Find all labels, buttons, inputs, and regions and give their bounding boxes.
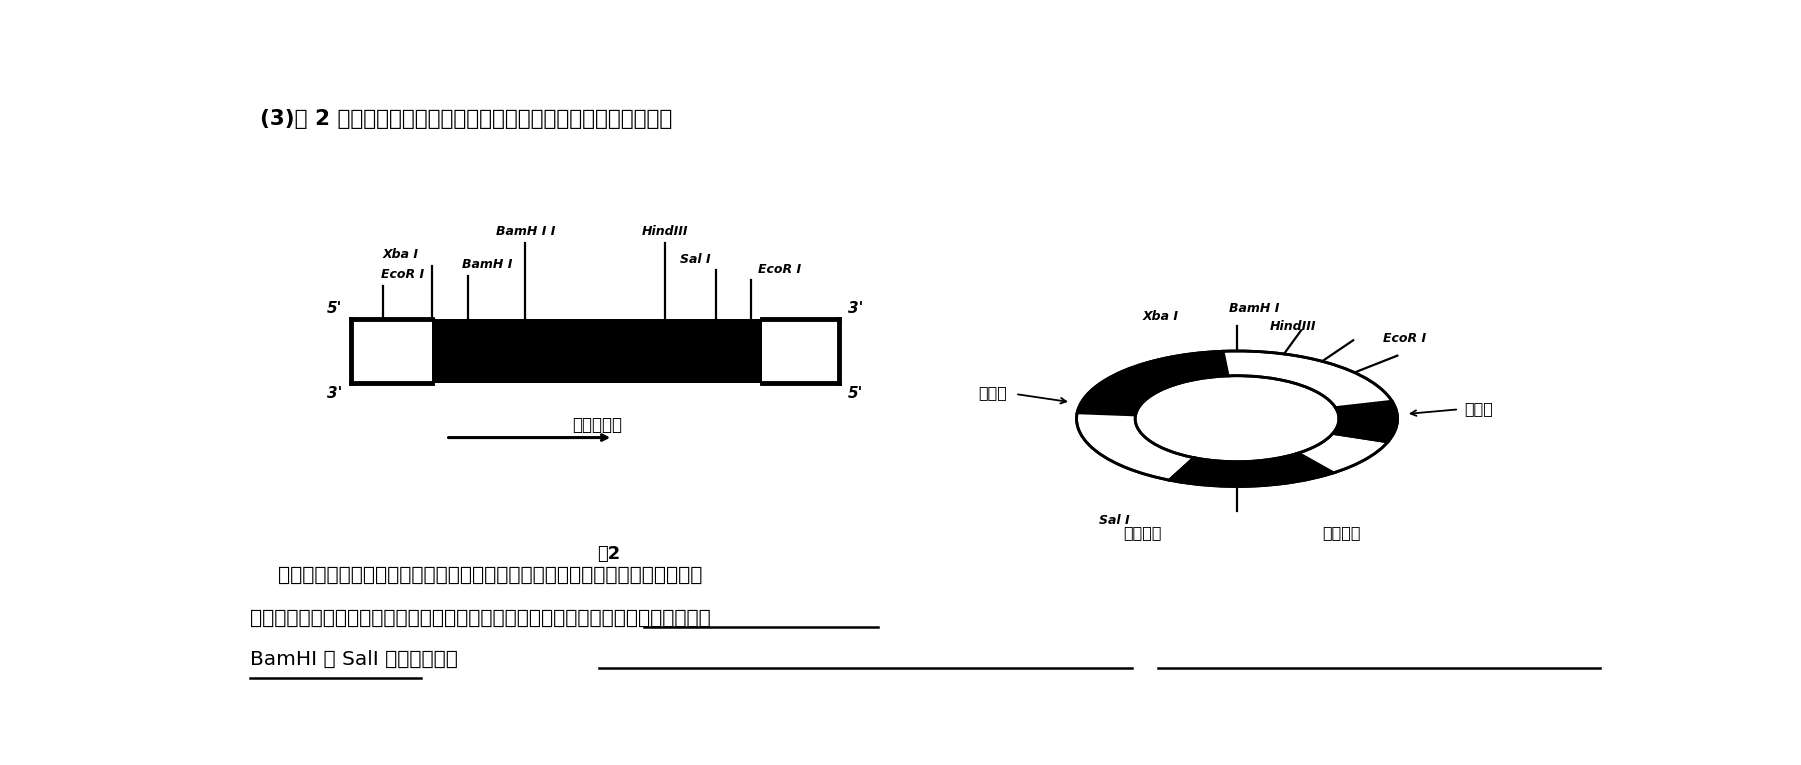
Text: 5': 5' <box>848 386 863 401</box>
Text: 的方向正确，最好选用限制酶＿＿＿＿＿切割目的基因和载体．选用的两种酶中不包含: 的方向正确，最好选用限制酶＿＿＿＿＿切割目的基因和载体．选用的两种酶中不包含 <box>250 609 711 628</box>
Text: EcoR I: EcoR I <box>1383 331 1426 344</box>
Text: BamHⅠ 和 SalⅠ ，原因分别为: BamHⅠ 和 SalⅠ ，原因分别为 <box>250 650 457 669</box>
Text: HindIII: HindIII <box>1270 320 1317 333</box>
Text: EcoR I: EcoR I <box>758 262 801 275</box>
Text: 图2: 图2 <box>598 545 621 563</box>
Text: BamH I: BamH I <box>1228 302 1279 315</box>
Wedge shape <box>1169 453 1335 487</box>
Text: 终止子: 终止子 <box>1464 401 1493 415</box>
Text: 3': 3' <box>848 301 863 316</box>
Wedge shape <box>1077 351 1228 415</box>
Wedge shape <box>1333 418 1398 442</box>
Text: EcoR I: EcoR I <box>380 269 423 282</box>
Text: Sal I: Sal I <box>1099 513 1129 526</box>
Bar <box>432 318 762 383</box>
Text: 自动子: 自动子 <box>978 385 1007 400</box>
Text: Xba I: Xba I <box>384 248 420 261</box>
Wedge shape <box>1299 434 1389 473</box>
Text: Xba I: Xba I <box>1142 311 1178 324</box>
Text: 5': 5' <box>328 301 342 316</box>
Text: 3': 3' <box>328 386 342 401</box>
Wedge shape <box>1336 401 1398 418</box>
Text: 复制原点: 复制原点 <box>1322 525 1362 540</box>
Wedge shape <box>1223 351 1392 408</box>
Text: 胰岛素基因: 胰岛素基因 <box>573 416 621 434</box>
Text: Sal I: Sal I <box>681 252 711 265</box>
Text: 获取目的基因后．若要在成功构建重组表达载体的同时确保目的基因插入载体中: 获取目的基因后．若要在成功构建重组表达载体的同时确保目的基因插入载体中 <box>277 566 702 585</box>
Text: 标记基因: 标记基因 <box>1122 525 1162 540</box>
Wedge shape <box>1077 413 1194 480</box>
Text: (3)图 2 为目的基因、相关质粒及其上限制酶酶切位点的分布情况．: (3)图 2 为目的基因、相关质粒及其上限制酶酶切位点的分布情况． <box>259 109 672 129</box>
Text: BamH I I: BamH I I <box>495 226 555 239</box>
Text: HindIII: HindIII <box>641 226 688 239</box>
Text: BamH I: BamH I <box>463 259 513 272</box>
